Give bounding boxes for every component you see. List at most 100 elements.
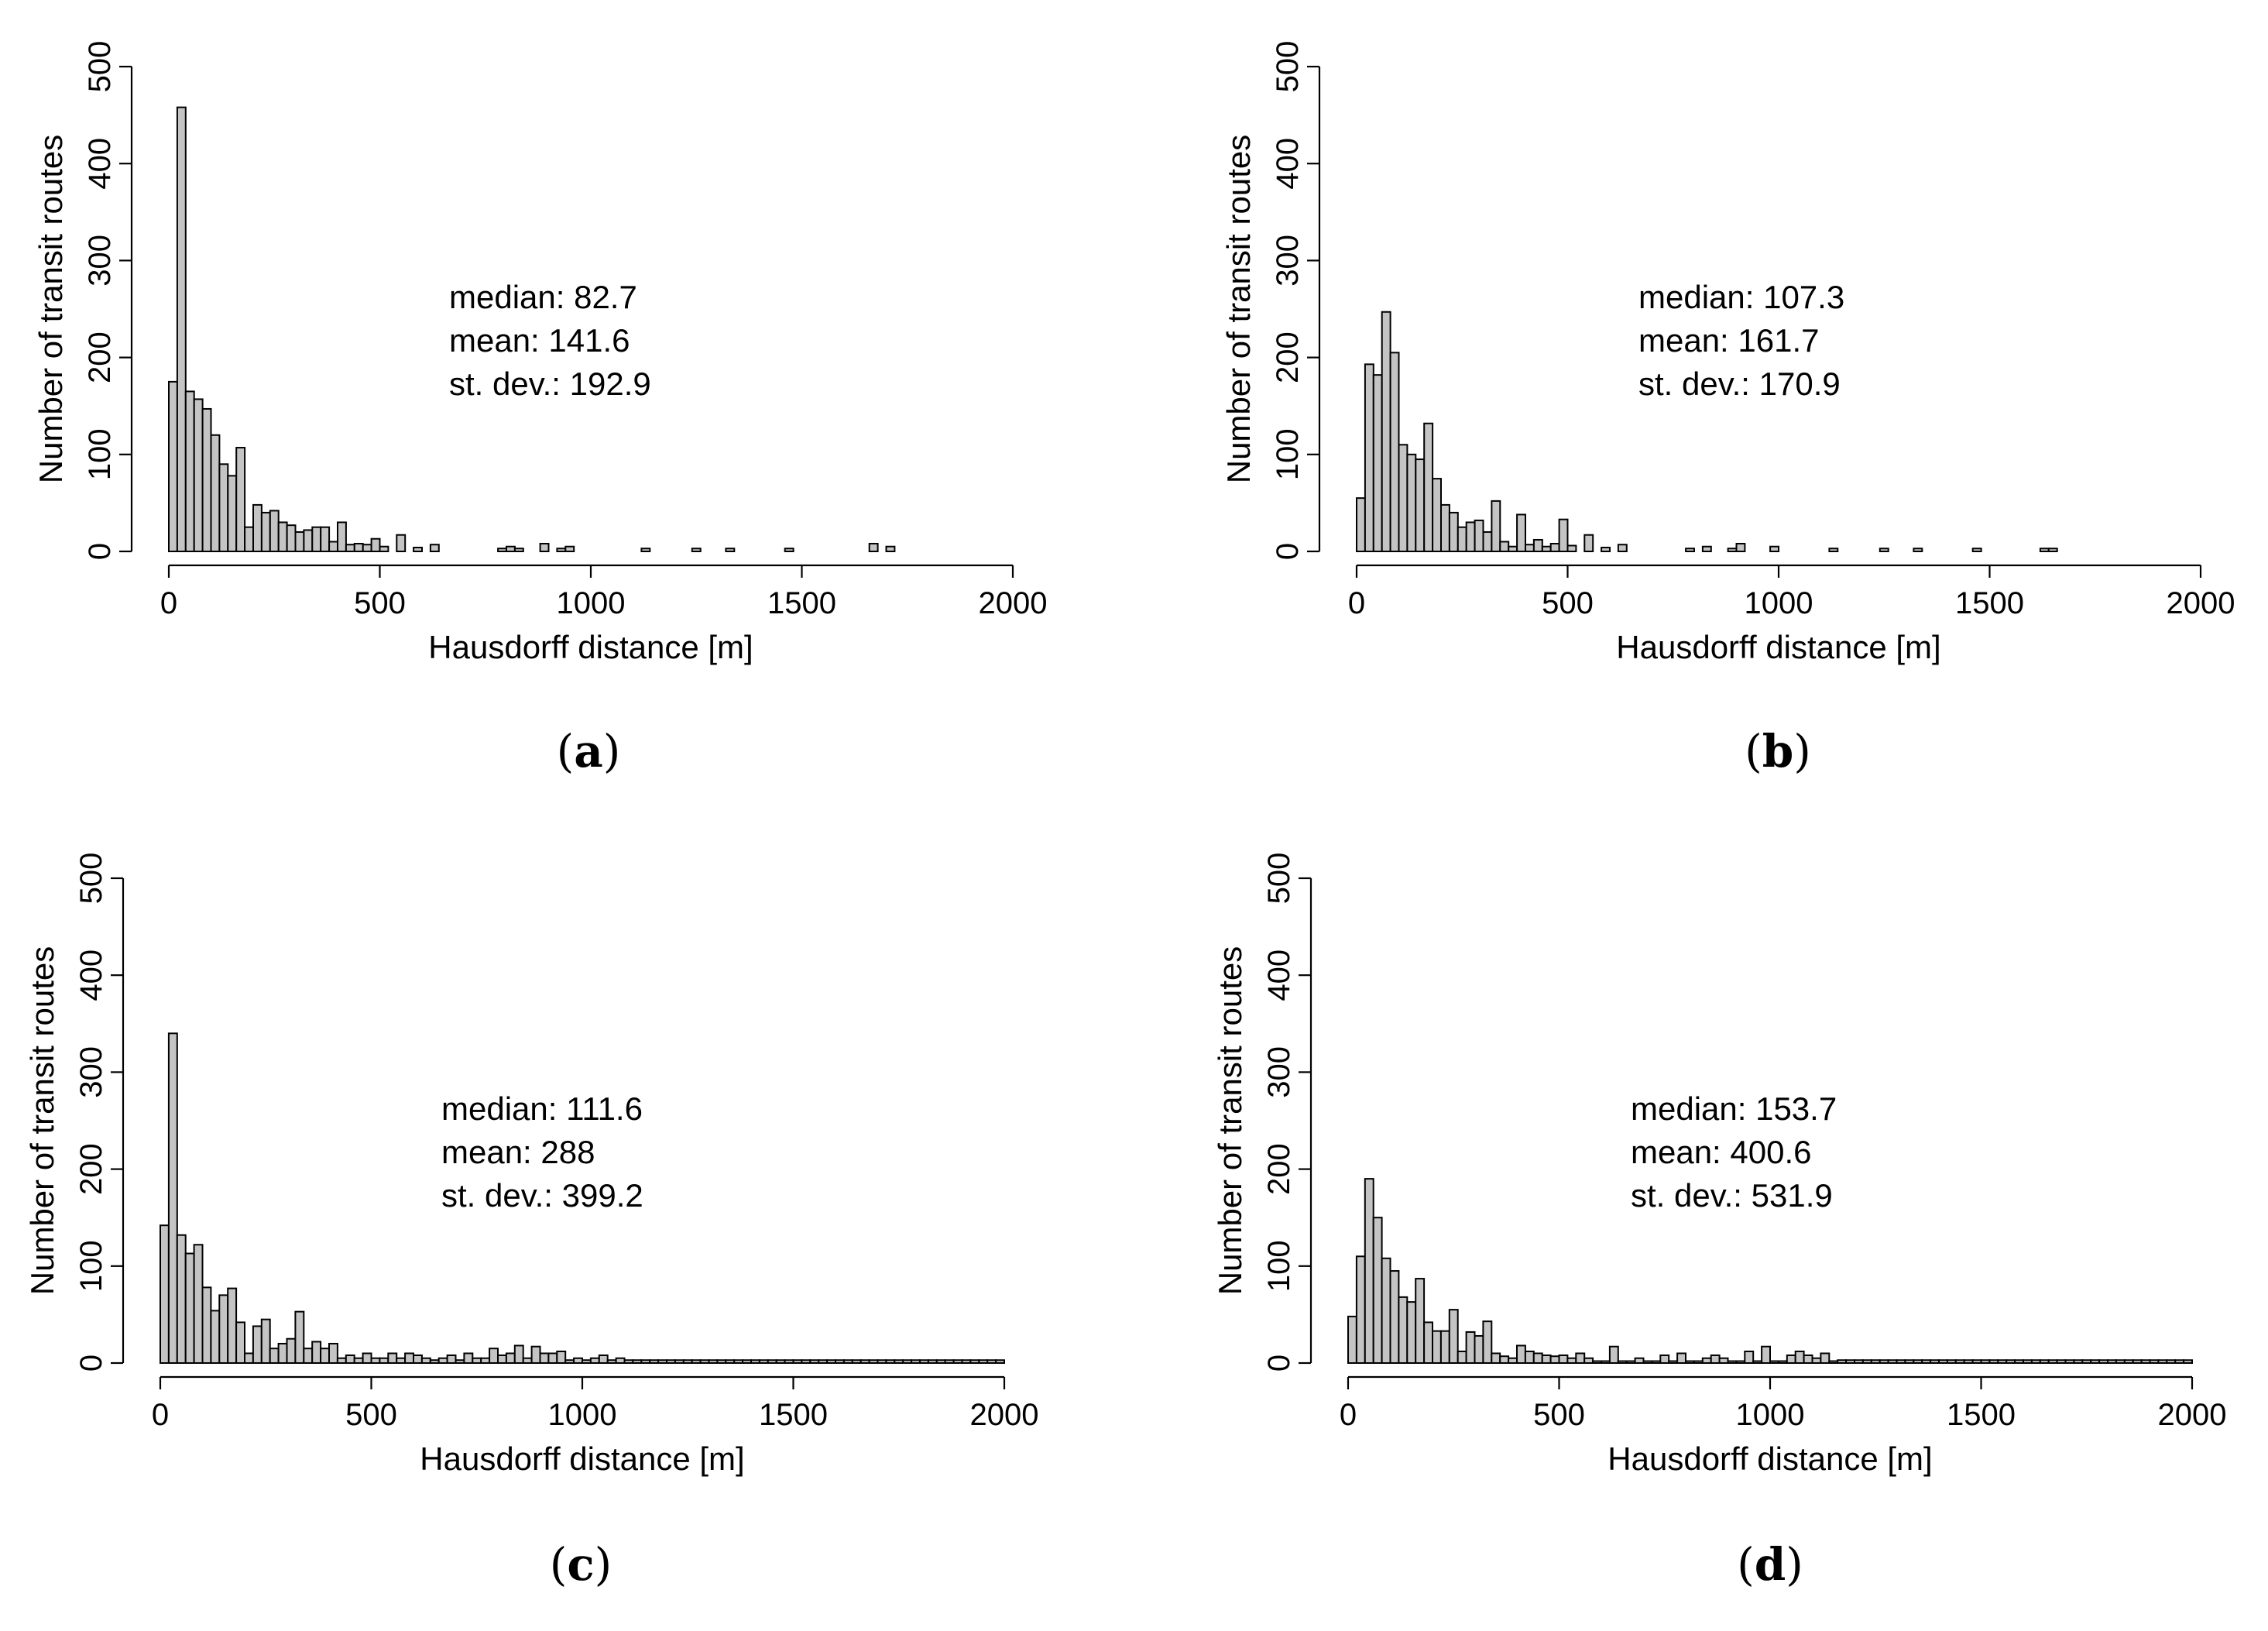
histogram-bar [413, 546, 423, 553]
histogram-bar [1761, 1345, 1772, 1364]
histogram-bar [489, 1348, 499, 1364]
histogram-bar [480, 1357, 491, 1364]
histogram-bar [1423, 422, 1434, 553]
histogram-bar [353, 1357, 364, 1364]
histogram-bar [742, 1359, 752, 1365]
histogram-bar [396, 1357, 407, 1364]
stat-annotation: mean: 161.7 [1638, 322, 1820, 359]
histogram-bar [2039, 1359, 2050, 1365]
histogram-bar [2023, 1359, 2033, 1365]
x-tick-label: 2000 [979, 586, 1048, 620]
x-tick-label: 1000 [557, 586, 626, 620]
histogram-bar [640, 548, 651, 553]
histogram-bar [556, 548, 567, 553]
histogram-bar [277, 521, 288, 553]
histogram-bar [1566, 1357, 1577, 1364]
stat-annotation: median: 82.7 [449, 279, 637, 315]
histogram-bar [606, 1359, 617, 1365]
histogram-bar [1954, 1359, 1965, 1365]
x-tick-label: 500 [1533, 1398, 1585, 1432]
histogram-bar [328, 541, 339, 552]
histogram-bar [2098, 1359, 2109, 1365]
histogram-bar [1786, 1354, 1796, 1365]
histogram-bar [513, 1344, 524, 1364]
y-tick-label: 0 [1262, 1355, 1296, 1372]
histogram-bar [2183, 1359, 2194, 1365]
histogram-bar [935, 1359, 946, 1365]
histogram-bar [758, 1359, 769, 1365]
histogram-bar [2064, 1359, 2075, 1365]
histogram-bar [337, 521, 347, 553]
histogram-bar [1651, 1360, 1662, 1364]
histogram-bar [1988, 1359, 1999, 1365]
histogram-bar [429, 544, 440, 553]
histogram-bar [725, 548, 736, 553]
y-tick-label: 0 [1271, 543, 1305, 560]
x-tick-label: 1500 [1947, 1398, 2016, 1432]
histogram-bar [1625, 1360, 1636, 1364]
histogram-bar [1482, 1320, 1493, 1364]
histogram-bar [1693, 1360, 1704, 1364]
histogram-bar [952, 1359, 963, 1365]
histogram-bar [885, 545, 896, 552]
histogram-bar [1541, 545, 1552, 552]
chart-panel-a: 0 500 1000 1500 2000 0 100 200 300 400 500 Hausdorf… [33, 41, 1047, 778]
histogram-bar [1457, 526, 1467, 553]
histogram-bar [1558, 1354, 1569, 1365]
histogram-bar [2115, 1359, 2126, 1365]
histogram-bar [227, 475, 238, 552]
histogram-bar [1406, 453, 1417, 552]
histogram-bar [370, 1357, 381, 1364]
histogram-bar [252, 1325, 262, 1364]
histogram-bar [1381, 1257, 1391, 1365]
histogram-bar [227, 1287, 238, 1364]
histogram-bar [336, 1357, 347, 1364]
histogram-bar [2157, 1359, 2168, 1365]
histogram-bar [986, 1359, 997, 1365]
histogram-bar [210, 434, 221, 553]
histogram-bar [1701, 1357, 1712, 1364]
histogram-bar [1499, 1355, 1510, 1364]
histogram-bars [168, 106, 896, 553]
histogram-bar [1423, 1321, 1433, 1365]
histogram-bar [1727, 1360, 1738, 1364]
histogram-bar [176, 1234, 187, 1364]
histogram-bar [818, 1359, 829, 1365]
histogram-bar [379, 1357, 389, 1364]
histogram-bar [269, 510, 280, 553]
histogram-bar [1803, 1354, 1813, 1365]
histogram-bar [1735, 542, 1746, 553]
y-axis-title: Number of transit routes [1220, 135, 1257, 484]
histogram-bar [2014, 1359, 2025, 1365]
histogram-bar [1997, 1359, 2008, 1365]
histogram-bar [750, 1359, 760, 1365]
histogram-bar [969, 1359, 980, 1365]
histogram-bar [666, 1359, 676, 1365]
y-tick-label: 400 [1262, 949, 1296, 1001]
y-axis-title: Number of transit routes [1212, 946, 1248, 1296]
histogram-bar [1946, 1359, 1957, 1365]
histogram-bar [201, 1286, 212, 1364]
x-tick-label: 0 [160, 586, 177, 620]
histogram-bar [1744, 1350, 1755, 1364]
histogram-bar [2073, 1359, 2084, 1365]
histogram-bar [2107, 1359, 2117, 1365]
histogram-bar [168, 380, 178, 552]
histogram-bar [682, 1359, 693, 1365]
histogram-bar [396, 534, 407, 553]
histogram-bar [1820, 1352, 1831, 1364]
histogram-bar [2149, 1359, 2160, 1365]
histogram-bar [472, 1357, 482, 1364]
histogram-bar [1524, 1350, 1535, 1364]
histogram-bar [691, 1359, 702, 1365]
histogram-bar [1879, 548, 1889, 553]
histogram-bar [176, 106, 187, 553]
x-tick-label: 0 [152, 1398, 169, 1432]
histogram-bar [1389, 1270, 1400, 1365]
histogram-bar [582, 1359, 592, 1365]
histogram-bar [1710, 1354, 1721, 1365]
histogram-bar [1752, 1360, 1763, 1364]
y-tick-label: 400 [1271, 138, 1305, 190]
histogram-bar [547, 1352, 558, 1364]
